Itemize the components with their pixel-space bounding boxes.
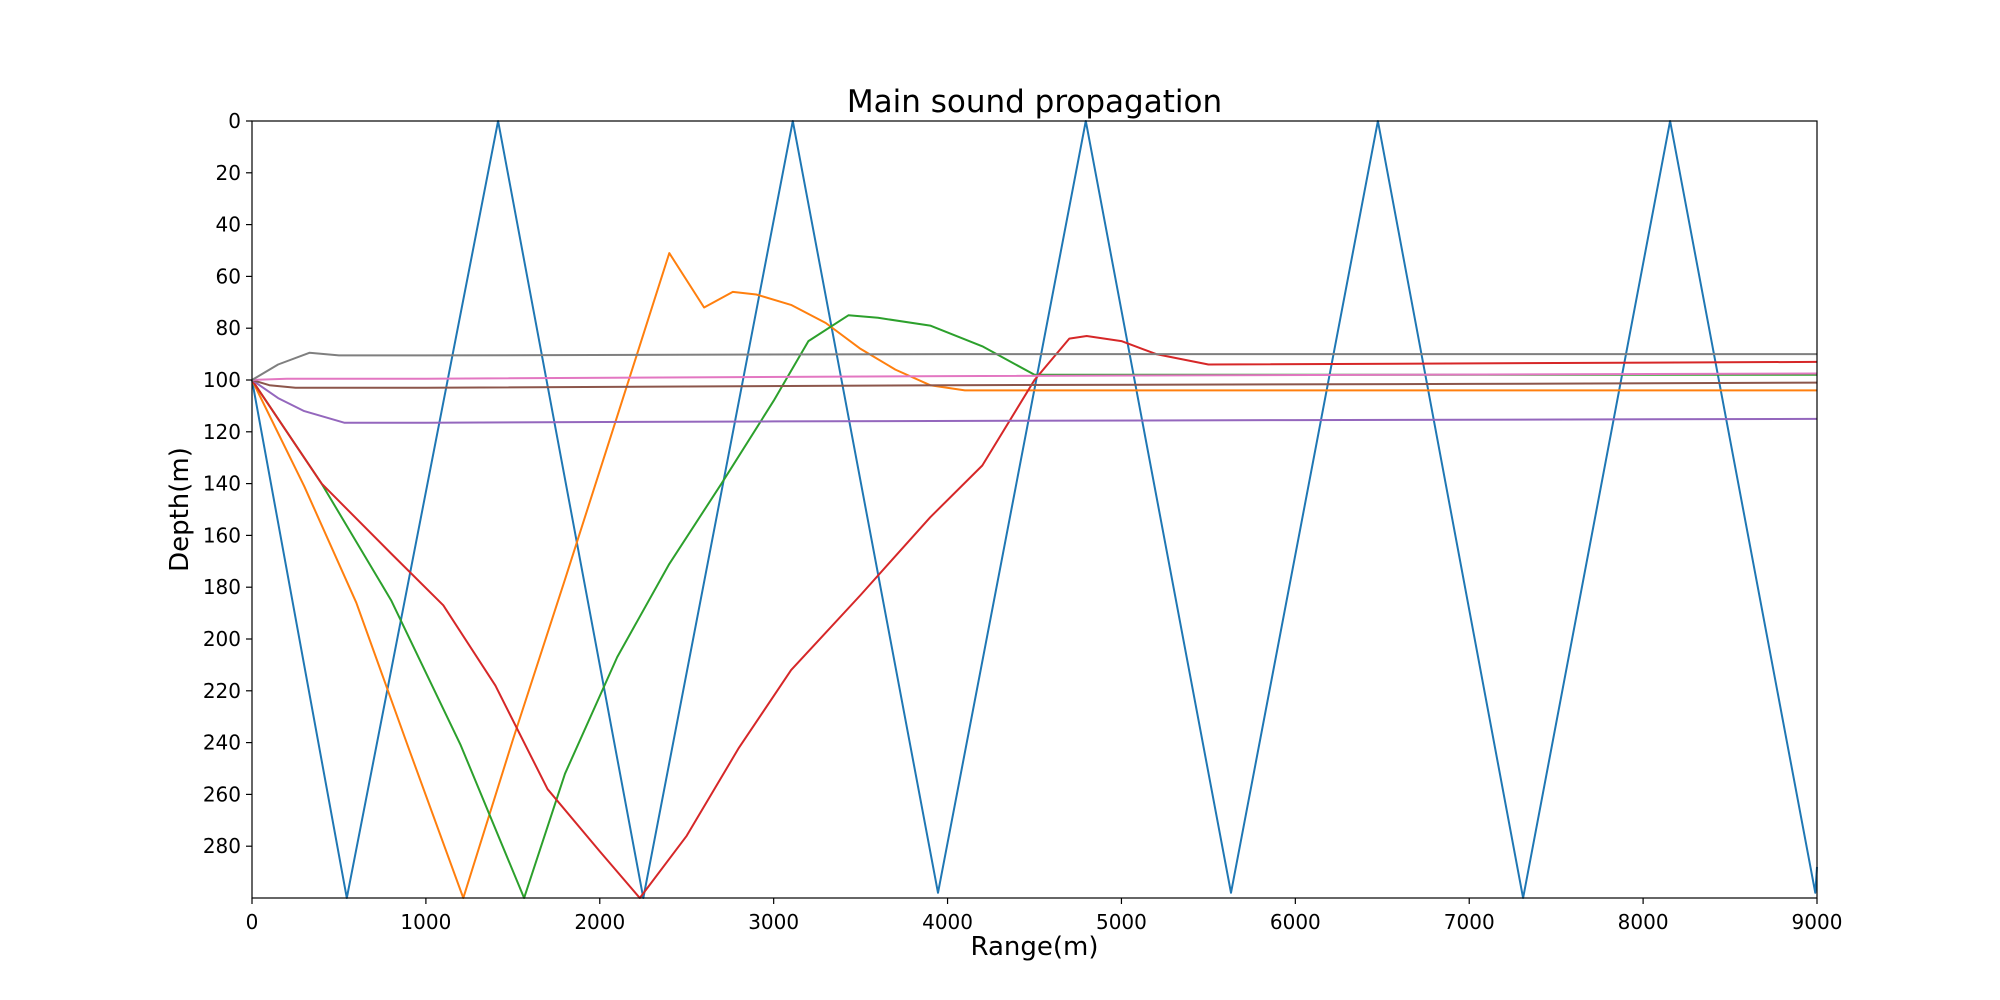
y-tick-label: 180 xyxy=(203,575,241,599)
y-tick-label: 140 xyxy=(203,472,241,496)
ray-line-4 xyxy=(251,335,1818,899)
plot-frame xyxy=(251,120,1818,899)
ray-line-5 xyxy=(251,379,1818,424)
ray-line-2 xyxy=(251,252,1817,899)
y-tick-label: 220 xyxy=(203,679,241,703)
x-axis-title: Range(m) xyxy=(970,932,1098,962)
y-axis: 0 20 40 60 80 100 120 140 160 180 200 220 240 260 280 xyxy=(203,109,252,858)
x-tick-label: 1000 xyxy=(400,910,451,934)
y-tick-label: 260 xyxy=(203,782,241,806)
ray-line-8 xyxy=(251,351,1817,381)
y-tick-label: 100 xyxy=(203,368,241,392)
x-tick-label: 3000 xyxy=(748,910,799,934)
x-tick-label: 8000 xyxy=(1618,910,1669,934)
x-tick-label: 6000 xyxy=(1270,910,1321,934)
x-tick-label: 4000 xyxy=(922,910,973,934)
y-tick-label: 40 xyxy=(216,213,241,237)
x-axis: 0 1000 2000 3000 4000 5000 6000 7000 8000 9000 xyxy=(246,898,1843,934)
x-tick-label: 5000 xyxy=(1096,910,1147,934)
ray-line-3 xyxy=(251,314,1817,899)
chart-title: Main sound propagation xyxy=(847,84,1222,120)
y-tick-label: 160 xyxy=(203,523,241,547)
y-tick-label: 200 xyxy=(203,627,241,651)
y-tick-label: 60 xyxy=(216,264,241,288)
x-tick-label: 7000 xyxy=(1444,910,1495,934)
y-tick-label: 20 xyxy=(216,161,241,185)
y-tick-label: 240 xyxy=(203,731,241,755)
x-tick-label: 2000 xyxy=(574,910,625,934)
y-tick-label: 280 xyxy=(203,834,241,858)
y-tick-label: 0 xyxy=(228,109,241,133)
ray-line-7 xyxy=(251,372,1818,381)
ray-line-6 xyxy=(251,379,1818,389)
x-tick-label: 0 xyxy=(246,910,259,934)
x-tick-label: 9000 xyxy=(1792,910,1843,934)
y-tick-label: 80 xyxy=(216,316,241,340)
y-tick-label: 120 xyxy=(203,420,241,444)
y-axis-title: Depth(m) xyxy=(165,447,195,572)
